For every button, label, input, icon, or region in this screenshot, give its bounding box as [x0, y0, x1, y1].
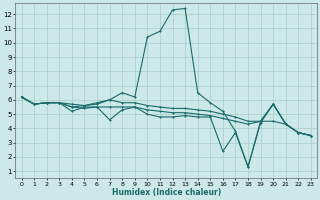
X-axis label: Humidex (Indice chaleur): Humidex (Indice chaleur) — [112, 188, 221, 197]
